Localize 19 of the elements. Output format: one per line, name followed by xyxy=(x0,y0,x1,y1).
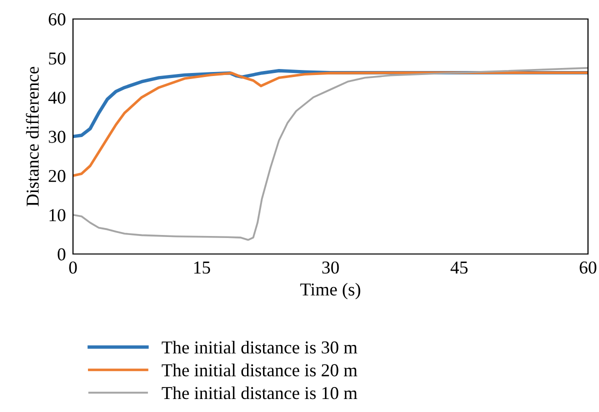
x-tick-label: 30 xyxy=(322,261,339,274)
y-tick-label: 50 xyxy=(49,52,66,65)
y-axis-title: Distance difference xyxy=(26,66,39,206)
x-tick-label: 45 xyxy=(450,262,468,274)
legend-label: The initial distance is 20 m xyxy=(162,364,358,376)
y-tick-label: 10 xyxy=(50,209,66,222)
y-tick-label: 30 xyxy=(48,130,66,143)
x-axis-title: Time (s) xyxy=(300,282,360,300)
x-tick-label: 15 xyxy=(194,262,210,274)
x-tick-label: 60 xyxy=(580,261,596,274)
legend-label: The initial distance is 30 m xyxy=(162,340,358,354)
y-tick-label: 0 xyxy=(58,248,66,260)
y-tick-label: 40 xyxy=(48,92,66,104)
y-tick-label: 20 xyxy=(48,170,66,182)
legend-label: The initial distance is 10 m xyxy=(162,386,358,400)
line-series xyxy=(73,67,588,241)
x-tick-label: 0 xyxy=(69,261,77,274)
line-series xyxy=(73,71,588,177)
y-tick-label: 60 xyxy=(48,13,66,26)
